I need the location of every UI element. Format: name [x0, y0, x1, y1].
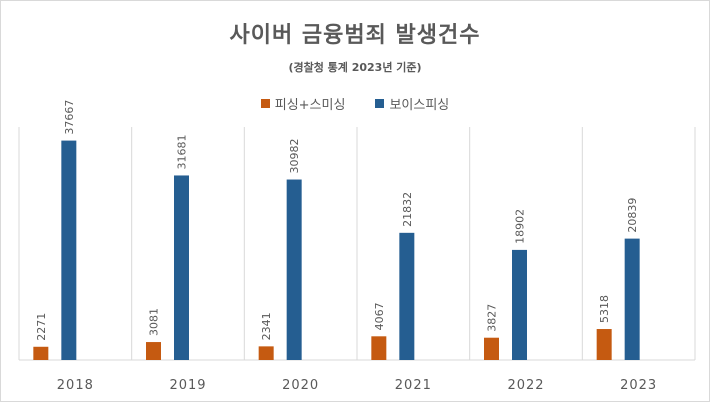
data-label-2023-series-1: 5318: [598, 295, 611, 323]
bar-2019-series-1: [146, 342, 161, 360]
data-label-2022-series-2: 18902: [514, 209, 527, 244]
data-label-2021-series-2: 21832: [401, 192, 414, 227]
x-tick-label-2019: 2019: [169, 378, 206, 393]
legend-label-series-1: 피싱+스미싱: [274, 98, 346, 113]
data-label-2023-series-2: 20839: [626, 198, 639, 233]
x-tick-label-2020: 2020: [282, 378, 319, 393]
bar-2020-series-1: [258, 346, 274, 360]
bar-2023-series-2: [624, 238, 640, 360]
legend-swatch-series-1: [260, 99, 270, 108]
data-label-2018-series-1: 2271: [35, 313, 48, 341]
legend-swatch-series-2: [375, 99, 385, 108]
bar-2022-series-1: [484, 337, 499, 360]
legend: 피싱+스미싱 보이스피싱: [1, 94, 709, 113]
data-label-2019-series-2: 31681: [176, 134, 189, 169]
data-label-2020-series-2: 30982: [288, 139, 301, 174]
bar-2019-series-2: [174, 175, 189, 360]
x-tick-label-2023: 2023: [620, 378, 657, 393]
x-tick-label-2021: 2021: [395, 378, 432, 393]
bar-2021-series-1: [371, 336, 387, 360]
data-label-2022-series-1: 3827: [486, 304, 499, 332]
bar-2021-series-2: [399, 232, 415, 360]
data-label-2018-series-2: 37667: [63, 100, 76, 135]
data-label-2019-series-1: 3081: [148, 308, 161, 336]
legend-item-series-1: 피싱+스미싱: [260, 94, 346, 113]
legend-label-series-2: 보이스피싱: [389, 98, 450, 113]
x-tick-label-2018: 2018: [57, 378, 94, 393]
chart-subtitle: (경찰청 통계 2023년 기준): [288, 61, 422, 74]
bar-2023-series-1: [596, 329, 612, 360]
bar-2018-series-1: [33, 346, 49, 360]
data-label-2020-series-1: 2341: [260, 312, 273, 340]
bar-2022-series-2: [512, 249, 527, 360]
legend-item-series-2: 보이스피싱: [375, 94, 449, 113]
chart-title: 사이버 금융범죄 발생건수: [229, 23, 481, 48]
bar-2018-series-2: [61, 140, 77, 360]
x-tick-label-2022: 2022: [507, 378, 544, 393]
data-label-2021-series-1: 4067: [373, 302, 386, 330]
bar-2020-series-2: [286, 179, 302, 360]
